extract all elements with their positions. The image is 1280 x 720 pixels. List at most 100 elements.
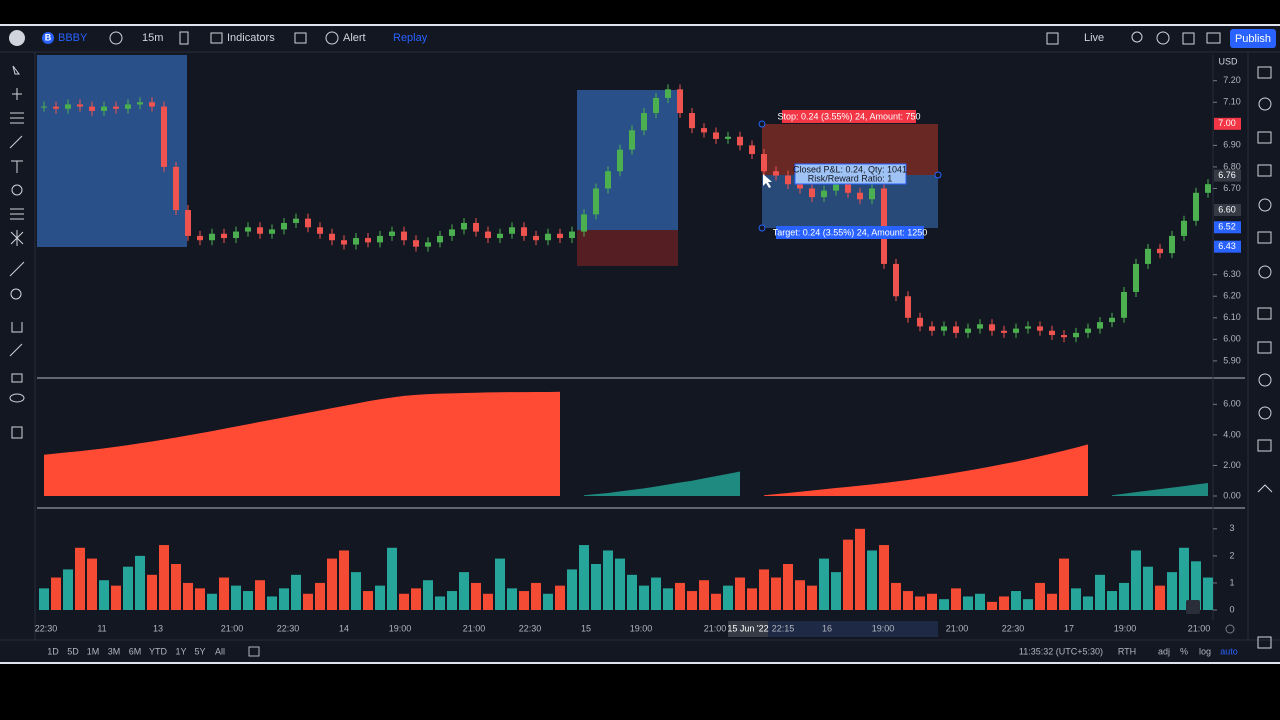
pattern-tool[interactable] — [11, 184, 23, 196]
volume-bar — [975, 593, 985, 610]
lines-tool[interactable] — [10, 112, 24, 124]
replay-button[interactable]: Replay — [393, 32, 428, 44]
candle — [245, 227, 251, 232]
symbol[interactable]: BBBY — [58, 32, 88, 44]
live-button[interactable]: Live — [1084, 32, 1104, 44]
range-button[interactable]: 3M — [108, 646, 121, 656]
brush-tool[interactable] — [9, 135, 23, 149]
drawing-rectangle[interactable] — [577, 90, 678, 230]
y-tick-label: 2 — [1229, 550, 1234, 560]
area — [44, 391, 1088, 496]
dom[interactable] — [1257, 439, 1272, 452]
range-button[interactable]: All — [215, 646, 225, 656]
forecast-tool[interactable] — [10, 208, 24, 220]
hide-tool[interactable] — [9, 393, 25, 403]
trading-panel[interactable] — [1258, 373, 1272, 387]
pnl-box — [794, 163, 907, 185]
cross-tool[interactable] — [12, 88, 22, 100]
volume-bar — [759, 569, 769, 610]
date-range[interactable] — [248, 646, 260, 657]
handle[interactable] — [758, 120, 766, 128]
data-window[interactable] — [1257, 131, 1272, 144]
ruler-tool[interactable] — [9, 261, 25, 277]
clock[interactable]: 11:35:32 (UTC+5:30) — [1019, 646, 1103, 656]
search[interactable] — [1131, 31, 1143, 43]
fullscreen[interactable] — [1182, 32, 1195, 45]
volume-bar — [567, 569, 577, 610]
percent-toggle[interactable]: % — [1180, 646, 1188, 656]
candle — [1061, 335, 1067, 338]
cursor-tool[interactable] — [12, 65, 20, 75]
layers[interactable] — [1257, 636, 1272, 649]
time-label: 22:30 — [35, 623, 58, 633]
icon-tool[interactable] — [10, 230, 24, 246]
hotlists[interactable] — [1257, 164, 1272, 177]
handle[interactable] — [758, 224, 766, 232]
snapshot[interactable] — [1206, 32, 1221, 44]
alerts-panel[interactable] — [1258, 97, 1272, 111]
zoom-tool[interactable] — [10, 288, 22, 300]
volume-bar — [459, 572, 469, 610]
chart-type[interactable] — [179, 31, 189, 45]
chats[interactable] — [1257, 307, 1272, 320]
range-button[interactable]: 5Y — [194, 646, 205, 656]
candle — [77, 104, 83, 107]
alert-button[interactable]: Alert — [343, 32, 366, 44]
volume-bar — [663, 588, 673, 610]
candle — [269, 229, 275, 234]
range-button[interactable]: 6M — [129, 646, 142, 656]
lock-tool[interactable] — [11, 373, 23, 383]
help[interactable] — [1257, 484, 1273, 493]
interval[interactable]: 15m — [142, 32, 163, 44]
calendar[interactable] — [1258, 198, 1272, 212]
magnet-tool[interactable] — [11, 322, 23, 333]
range-button[interactable]: 1M — [87, 646, 100, 656]
volume-bar — [375, 585, 385, 610]
candle — [869, 188, 875, 200]
watchlist[interactable] — [1257, 66, 1272, 79]
price-badge-label: 6.43 — [1218, 241, 1236, 251]
scroll-to-end[interactable] — [1186, 600, 1200, 614]
auto-toggle[interactable]: auto — [1220, 646, 1238, 656]
adj-toggle[interactable]: adj — [1158, 646, 1170, 656]
time-label: 21:00 — [946, 623, 969, 633]
drawing-rectangle[interactable] — [577, 230, 678, 266]
range-button[interactable]: 5D — [67, 646, 79, 656]
publish-button[interactable]: Publish — [1235, 33, 1271, 45]
text-tool[interactable] — [11, 160, 23, 173]
handle[interactable] — [934, 171, 942, 179]
user-avatar[interactable] — [9, 30, 25, 46]
currency[interactable]: USD — [1218, 56, 1238, 66]
range-button[interactable]: 1Y — [175, 646, 186, 656]
volume-bar — [615, 558, 625, 610]
indicators-button[interactable]: Indicators — [227, 32, 275, 44]
volume-bar — [219, 577, 229, 610]
layout-button[interactable] — [1046, 32, 1059, 45]
pine-editor[interactable] — [1258, 406, 1272, 420]
streams[interactable] — [1258, 265, 1272, 279]
notifications[interactable] — [1257, 341, 1272, 354]
session[interactable]: RTH — [1118, 646, 1136, 656]
y-tick-label: 6.90 — [1223, 140, 1241, 150]
volume-bar — [1143, 566, 1153, 610]
volume-bar — [903, 591, 913, 610]
templates[interactable] — [294, 32, 307, 44]
delete-tool[interactable] — [11, 426, 23, 439]
add-symbol[interactable] — [109, 31, 123, 45]
axis-settings[interactable] — [1225, 624, 1235, 634]
time-label: 16 — [822, 623, 832, 633]
ideas[interactable] — [1257, 231, 1272, 244]
settings[interactable] — [1156, 31, 1170, 45]
log-toggle[interactable]: log — [1199, 646, 1211, 656]
candle — [401, 231, 407, 241]
range-button[interactable]: YTD — [149, 646, 168, 656]
stay-drawing[interactable] — [9, 343, 23, 357]
y-tick-label: 6.20 — [1223, 291, 1241, 301]
volume-bar — [819, 558, 829, 610]
y-tick-label: 6.00 — [1223, 399, 1241, 409]
range-button[interactable]: 1D — [47, 646, 59, 656]
time-label: 22:30 — [519, 623, 542, 633]
drawing-tools — [9, 65, 25, 439]
candle — [905, 296, 911, 318]
target-label-bg — [776, 226, 924, 239]
